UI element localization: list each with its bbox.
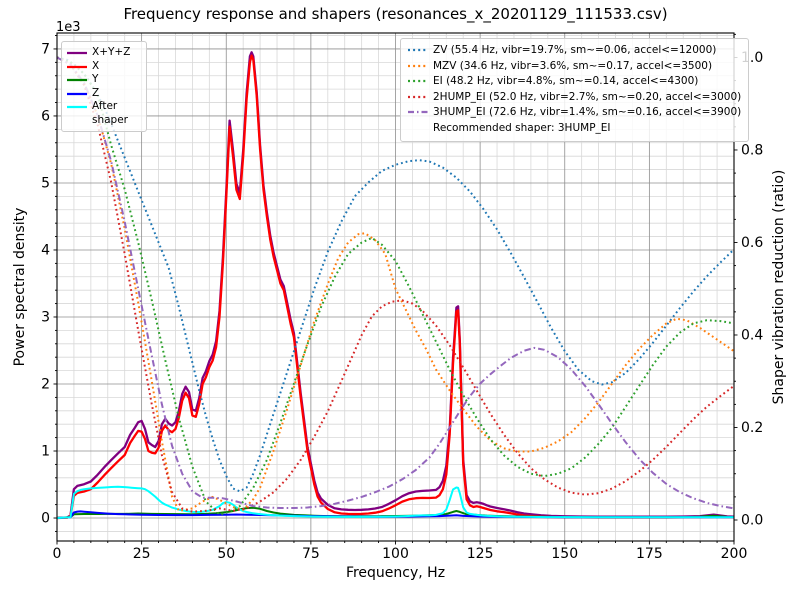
- recommended-shaper-note: Recommended shaper: 3HUMP_EI: [433, 121, 611, 134]
- y-right-tick-label: 0.6: [741, 235, 763, 251]
- y-axis-offset-label: 1e3: [56, 20, 81, 35]
- legend-entry-label: X+Y+Z: [92, 46, 131, 58]
- legend-entry-x-y-z: X+Y+Z: [67, 46, 141, 60]
- series-x: [57, 54, 734, 520]
- legend-line-sample: [67, 92, 87, 95]
- legend-line-sample: [67, 105, 87, 109]
- y-left-tick-label: 4: [41, 242, 50, 258]
- y-axis-label-left: Power spectral density: [12, 207, 28, 367]
- legend-line-sample: [67, 78, 87, 82]
- legend-entry-after-shaper: After shaper: [67, 100, 141, 127]
- series-3hump-ei: [57, 56, 734, 510]
- x-tick-label: 50: [217, 546, 235, 562]
- legend-entry-3hump-ei: 3HUMP_EI (72.6 Hz, vibr=1.4%, sm~=0.16, …: [408, 105, 741, 121]
- legend-entry-2hump-ei: 2HUMP_EI (52.0 Hz, vibr=2.7%, sm~=0.20, …: [408, 90, 741, 106]
- legend-entry-label: After shaper: [92, 100, 129, 126]
- legend-measured: X+Y+Z X Y Z After shaper: [61, 41, 147, 132]
- x-tick-label: 0: [53, 546, 62, 562]
- legend-entry-z: Z: [67, 87, 141, 101]
- legend-entry-label: 3HUMP_EI (72.6 Hz, vibr=1.4%, sm~=0.16, …: [433, 106, 742, 119]
- legend-recommended-note: Recommended shaper: 3HUMP_EI: [408, 121, 741, 137]
- legend-entry-y: Y: [67, 73, 141, 87]
- legend-line-sample: [408, 95, 428, 98]
- y-left-tick-label: 7: [41, 41, 50, 57]
- legend-line-sample: [408, 48, 428, 52]
- y-left-tick-label: 5: [41, 175, 50, 191]
- y-right-tick-label: 0.2: [741, 420, 763, 436]
- legend-entry-label: Y: [92, 73, 99, 85]
- legend-entry-label: ZV (55.4 Hz, vibr=19.7%, sm~=0.06, accel…: [433, 44, 717, 56]
- y-right-tick-label: 0.4: [741, 327, 763, 343]
- legend-shapers: ZV (55.4 Hz, vibr=19.7%, sm~=0.06, accel…: [400, 38, 750, 142]
- legend-entry-x: X: [67, 60, 141, 74]
- y-left-tick-label: 1: [41, 444, 50, 460]
- legend-line-sample: [408, 64, 428, 67]
- y-right-tick-label: 0.8: [741, 142, 763, 158]
- legend-entry-ei: EI (48.2 Hz, vibr=4.8%, sm~=0.14, accel<…: [408, 74, 741, 90]
- y-right-tick-label: 0.0: [741, 513, 763, 529]
- series-ei: [57, 56, 734, 516]
- x-tick-label: 125: [467, 546, 494, 562]
- y-left-tick-label: 2: [41, 376, 50, 392]
- legend-entry-label: EI (48.2 Hz, vibr=4.8%, sm~=0.14, accel<…: [433, 75, 699, 88]
- y-left-tick-label: 0: [41, 511, 50, 527]
- legend-entry-label: MZV (34.6 Hz, vibr=3.6%, sm~=0.17, accel…: [433, 59, 713, 72]
- legend-line-sample: [408, 111, 428, 114]
- x-tick-label: 75: [302, 546, 320, 562]
- x-tick-label: 150: [551, 546, 578, 562]
- series-mzv: [57, 56, 734, 512]
- y-axis-label-right: Shaper vibration reduction (ratio): [771, 169, 787, 405]
- legend-line-sample: [67, 65, 87, 68]
- y-left-tick-label: 3: [41, 309, 50, 325]
- legend-entry-mzv: MZV (34.6 Hz, vibr=3.6%, sm~=0.17, accel…: [408, 59, 741, 75]
- legend-entry-label: X: [92, 59, 100, 72]
- y-left-tick-label: 6: [41, 108, 50, 124]
- legend-entry-zv: ZV (55.4 Hz, vibr=19.7%, sm~=0.06, accel…: [408, 43, 741, 59]
- legend-line-sample: [408, 80, 428, 83]
- series-zv: [57, 56, 734, 493]
- series-after-shaper: [57, 485, 734, 519]
- legend-entry-label: Z: [92, 86, 100, 99]
- legend-entry-label: 2HUMP_EI (52.0 Hz, vibr=2.7%, sm~=0.20, …: [433, 90, 742, 103]
- legend-line-sample: [67, 51, 87, 55]
- axis-ticks: [53, 33, 738, 545]
- chart-title: Frequency response and shapers (resonanc…: [123, 5, 668, 23]
- x-tick-label: 25: [133, 546, 151, 562]
- x-tick-label: 100: [382, 546, 409, 562]
- x-axis-label: Frequency, Hz: [345, 565, 446, 581]
- x-tick-label: 200: [721, 546, 748, 562]
- x-tick-label: 175: [636, 546, 663, 562]
